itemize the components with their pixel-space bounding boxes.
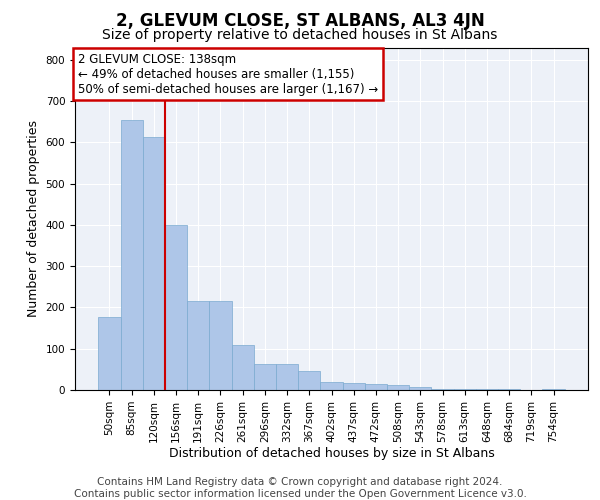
Text: Contains HM Land Registry data © Crown copyright and database right 2024.
Contai: Contains HM Land Registry data © Crown c… (74, 478, 526, 499)
Text: Size of property relative to detached houses in St Albans: Size of property relative to detached ho… (103, 28, 497, 42)
Bar (343, 382, 365, 390)
Bar (320, 382, 343, 390)
Text: 2, GLEVUM CLOSE, ST ALBANS, AL3 4JN: 2, GLEVUM CLOSE, ST ALBANS, AL3 4JN (116, 12, 484, 30)
Bar (209, 302, 232, 390)
Y-axis label: Number of detached properties: Number of detached properties (27, 120, 40, 318)
Bar (409, 386, 431, 390)
Bar (276, 364, 298, 390)
Bar (387, 384, 409, 390)
Bar (298, 370, 320, 390)
Bar (232, 346, 254, 390)
Bar (143, 138, 165, 390)
X-axis label: Distribution of detached houses by size in St Albans: Distribution of detached houses by size … (169, 448, 494, 460)
Bar (498, 389, 520, 390)
Bar (121, 120, 143, 390)
Bar (187, 302, 209, 390)
Bar (98, 316, 121, 390)
Bar (165, 225, 187, 390)
Bar (431, 389, 454, 390)
Bar (365, 384, 387, 390)
Bar (454, 389, 476, 390)
Bar (254, 364, 276, 390)
Bar (542, 389, 565, 390)
Text: 2 GLEVUM CLOSE: 138sqm
← 49% of detached houses are smaller (1,155)
50% of semi-: 2 GLEVUM CLOSE: 138sqm ← 49% of detached… (77, 52, 378, 96)
Bar (476, 389, 498, 390)
